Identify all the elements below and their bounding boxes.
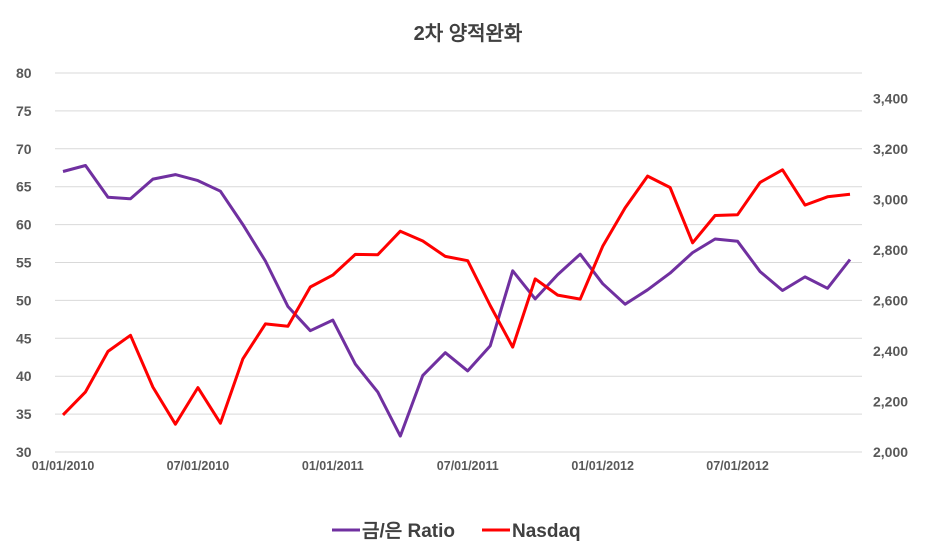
left-tick-label: 35 bbox=[16, 406, 32, 422]
x-tick-label: 01/01/2012 bbox=[571, 459, 634, 473]
right-tick-label: 3,400 bbox=[873, 90, 908, 106]
series-lines bbox=[61, 164, 852, 438]
left-tick-label: 30 bbox=[16, 444, 32, 460]
legend: 금/은 Ratio Nasdaq bbox=[332, 520, 581, 542]
chart-title: 2차 양적완화 bbox=[414, 22, 523, 45]
x-tick-label: 01/01/2011 bbox=[302, 459, 364, 473]
x-axis-ticks: 01/01/2010 07/01/2010 01/01/2011 07/01/2011… bbox=[32, 459, 769, 473]
right-tick-label: 2,600 bbox=[873, 292, 908, 308]
right-axis-ticks: 2,000 2,200 2,400 2,600 2,800 3,000 3,200 3,400 bbox=[873, 90, 908, 460]
x-tick-label: 07/01/2010 bbox=[167, 459, 230, 473]
right-tick-label: 2,800 bbox=[873, 242, 908, 258]
gridlines bbox=[55, 72, 862, 453]
left-tick-label: 55 bbox=[16, 255, 32, 271]
left-tick-label: 40 bbox=[16, 368, 32, 384]
left-tick-label: 45 bbox=[16, 330, 32, 346]
legend-label-gold-silver-ratio: 금/은 Ratio bbox=[362, 520, 455, 542]
left-tick-label: 75 bbox=[16, 103, 32, 119]
x-tick-label: 07/01/2011 bbox=[437, 459, 499, 473]
left-axis-ticks: 30 35 40 45 50 55 60 65 70 75 80 bbox=[16, 65, 32, 460]
right-tick-label: 2,000 bbox=[873, 444, 908, 460]
left-tick-label: 70 bbox=[16, 141, 32, 157]
right-tick-label: 3,200 bbox=[873, 141, 908, 157]
left-tick-label: 65 bbox=[16, 179, 32, 195]
right-tick-label: 3,000 bbox=[873, 191, 908, 207]
left-tick-label: 60 bbox=[16, 217, 32, 233]
right-tick-label: 2,200 bbox=[873, 393, 908, 409]
right-tick-label: 2,400 bbox=[873, 343, 908, 359]
series-line-nasdaq bbox=[61, 168, 851, 426]
x-tick-label: 01/01/2010 bbox=[32, 459, 95, 473]
left-tick-label: 50 bbox=[16, 292, 32, 308]
left-tick-label: 80 bbox=[16, 65, 32, 81]
x-tick-label: 07/01/2012 bbox=[706, 459, 769, 473]
legend-label-nasdaq: Nasdaq bbox=[512, 521, 581, 542]
series-line-gold-silver-ratio bbox=[62, 164, 852, 438]
